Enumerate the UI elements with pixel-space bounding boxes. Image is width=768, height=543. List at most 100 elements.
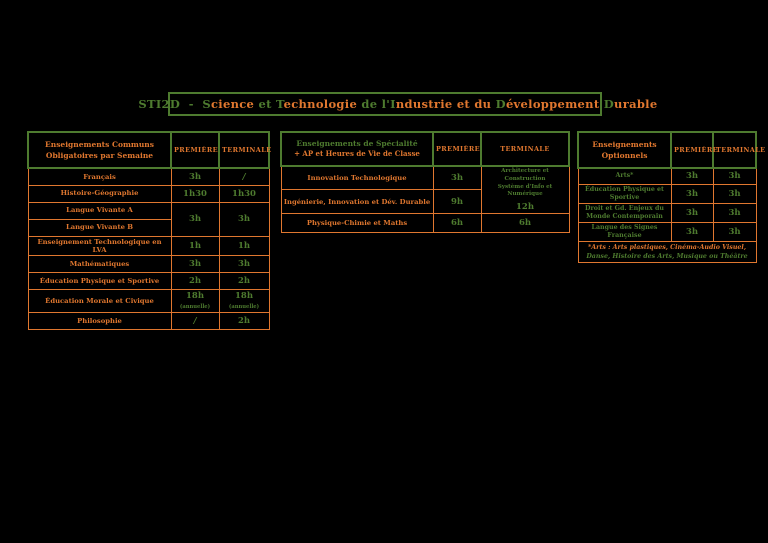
header-row: Enseignements Optionnels PREMIÈRE TERMIN… bbox=[577, 131, 765, 169]
title-segment: éveloppement bbox=[505, 97, 604, 111]
arts-footnote-line1: *Arts : Arts plastiques, Cinéma-Audio Vi… bbox=[587, 243, 747, 251]
optional-courses-table-wrap: Enseignements Optionnels PREMIÈRE TERMIN… bbox=[577, 131, 765, 264]
hours-premiere: 3h bbox=[432, 165, 482, 191]
title-segment: de l' bbox=[361, 97, 391, 111]
title-segment: - bbox=[180, 97, 203, 111]
subject-label: Philosophie bbox=[27, 312, 172, 331]
table-row: Langue des Signes Française 3h 3h bbox=[577, 221, 757, 242]
hours-terminale: 3h bbox=[218, 255, 270, 274]
subject-label: Éducation Physique et Sportive bbox=[27, 272, 172, 291]
header-row: Enseignements de Spécialité + AP et Heur… bbox=[280, 131, 570, 167]
table-row: Éducation Morale et Civique 18h (annuell… bbox=[27, 289, 270, 314]
hours-premiere: 1h30 bbox=[170, 184, 220, 203]
hours-premiere: 3h bbox=[170, 167, 220, 186]
specialty-branch-line1: Architecture et Construction bbox=[501, 168, 549, 182]
table-row: Droit et Gd. Enjeux du Monde Contemporai… bbox=[577, 202, 757, 223]
terminale-merged-cell: Architecture et Construction Système d'I… bbox=[480, 165, 570, 215]
hours-terminale: 2h bbox=[218, 312, 270, 331]
subject-label: Physique-Chimie et Maths bbox=[280, 213, 434, 234]
title-banner: STI2D - Science et Technologie de l'Indu… bbox=[138, 92, 657, 116]
hours-premiere-langues-merged: 3h bbox=[170, 201, 220, 237]
table-row: Arts* 3h 3h bbox=[577, 167, 757, 185]
hours-premiere: / bbox=[170, 312, 220, 331]
hours-terminale: 3h bbox=[712, 167, 757, 185]
subject-label: Arts* bbox=[577, 167, 672, 185]
title-segment: et du bbox=[456, 97, 496, 111]
hours-terminale: 6h bbox=[480, 213, 570, 234]
hours-premiere: 3h bbox=[670, 202, 714, 223]
subject-label: Langue des Signes Française bbox=[577, 221, 672, 242]
title-segment: echnologie bbox=[283, 97, 362, 111]
subject-label: Français bbox=[27, 167, 172, 186]
hours-premiere: 1h bbox=[170, 235, 220, 257]
hours-terminale: 1h bbox=[218, 235, 270, 257]
specialty-courses-table-wrap: Enseignements de Spécialité + AP et Heur… bbox=[280, 131, 570, 234]
hours-terminale: 2h bbox=[218, 272, 270, 291]
specialty-table-title-line2: + AP et Heures de Vie de Classe bbox=[294, 149, 420, 159]
column-header-premiere: PREMIÈRE bbox=[432, 131, 482, 167]
specialty-courses-table: Enseignements de Spécialité + AP et Heur… bbox=[280, 131, 570, 234]
table-row: Innovation Technologique 3h Architecture… bbox=[280, 165, 570, 215]
column-header-terminale: TERMINALE bbox=[712, 131, 765, 169]
common-table-title-line1: Enseignements Communs bbox=[45, 139, 154, 149]
table-row: Langue Vivante B bbox=[27, 218, 269, 237]
arts-footnote-line2: Danse, Histoire des Arts, Musique ou Thé… bbox=[586, 252, 748, 260]
table-row: Éducation Physique et Sportive 2h 2h bbox=[27, 272, 270, 291]
hours-terminale-langues-merged: 3h bbox=[218, 201, 270, 237]
title-segment: D bbox=[495, 97, 506, 111]
title-segment: S bbox=[202, 97, 211, 111]
page-title: STI2D - Science et Technologie de l'Indu… bbox=[113, 83, 658, 125]
column-header-terminale: TERMINALE bbox=[218, 131, 271, 169]
hours-note: (annuelle) bbox=[228, 304, 260, 311]
specialty-table-title-line1: Enseignements de Spécialité bbox=[296, 139, 418, 149]
optional-table-title-line2: Optionnels bbox=[601, 151, 648, 160]
footnote-row: *Arts : Arts plastiques, Cinéma-Audio Vi… bbox=[577, 240, 757, 264]
hours-premiere: 3h bbox=[670, 183, 714, 204]
hours-terminale: 3h bbox=[712, 221, 757, 242]
optional-table-title: Enseignements Optionnels bbox=[577, 131, 672, 169]
subject-label: Mathématiques bbox=[27, 255, 172, 274]
arts-footnote: *Arts : Arts plastiques, Cinéma-Audio Vi… bbox=[577, 240, 757, 264]
table-row: Histoire-Géographie 1h30 1h30 bbox=[27, 184, 270, 203]
title-segment: STI2D bbox=[138, 97, 181, 111]
subject-label: Innovation Technologique bbox=[280, 165, 434, 191]
title-segment: T bbox=[276, 97, 284, 111]
subject-label: Enseignement Technologique en LVA bbox=[27, 235, 172, 257]
title-segment: I bbox=[390, 97, 396, 111]
subject-label: Ingénierie, Innovation et Dév. Durable bbox=[280, 189, 434, 215]
hours-premiere: 3h bbox=[670, 167, 714, 185]
table-row: Langue Vivante A 3h 3h bbox=[27, 201, 270, 237]
header-row: Enseignements Communs Obligatoires par S… bbox=[27, 131, 271, 169]
title-segment: D bbox=[603, 97, 615, 111]
specialty-table-title: Enseignements de Spécialité + AP et Heur… bbox=[280, 131, 434, 167]
common-table-title: Enseignements Communs Obligatoires par S… bbox=[27, 131, 172, 169]
title-segment: et bbox=[258, 97, 277, 111]
table-row: Philosophie / 2h bbox=[27, 312, 270, 331]
hours-premiere: 2h bbox=[170, 272, 220, 291]
specialty-merged-hours: 12h bbox=[515, 202, 534, 213]
column-header-premiere: PREMIÈRE bbox=[670, 131, 718, 169]
column-header-premiere: PREMIÈRE bbox=[170, 131, 220, 169]
common-table-title-line2: Obligatoires par Semaine bbox=[45, 151, 154, 160]
hours-premiere: 18h (annuelle) bbox=[170, 289, 220, 314]
title-segment: ndustrie bbox=[395, 97, 457, 111]
hours-value: 18h bbox=[234, 291, 253, 302]
hours-terminale: 1h30 bbox=[218, 184, 270, 203]
subject-label: Histoire-Géographie bbox=[27, 184, 172, 203]
hours-premiere: 3h bbox=[170, 255, 220, 274]
optional-table-title-line1: Enseignements bbox=[592, 139, 657, 149]
optional-courses-table: Enseignements Optionnels PREMIÈRE TERMIN… bbox=[577, 131, 765, 264]
table-row: Enseignement Technologique en LVA 1h 1h bbox=[27, 235, 270, 257]
hours-terminale: / bbox=[218, 167, 270, 186]
table-row: Français 3h / bbox=[27, 167, 270, 186]
hours-note: (annuelle) bbox=[179, 304, 211, 311]
title-segment: cience bbox=[211, 97, 259, 111]
table-row: Éducation Physique et Sportive 3h 3h bbox=[577, 183, 757, 204]
title-segment: urable bbox=[614, 97, 658, 111]
subject-label: Langue Vivante A bbox=[27, 201, 172, 220]
hours-premiere: 9h bbox=[432, 189, 482, 215]
hours-terminale: 18h (annuelle) bbox=[218, 289, 270, 314]
hours-value: 18h bbox=[185, 291, 204, 302]
hours-premiere: 3h bbox=[670, 221, 714, 242]
